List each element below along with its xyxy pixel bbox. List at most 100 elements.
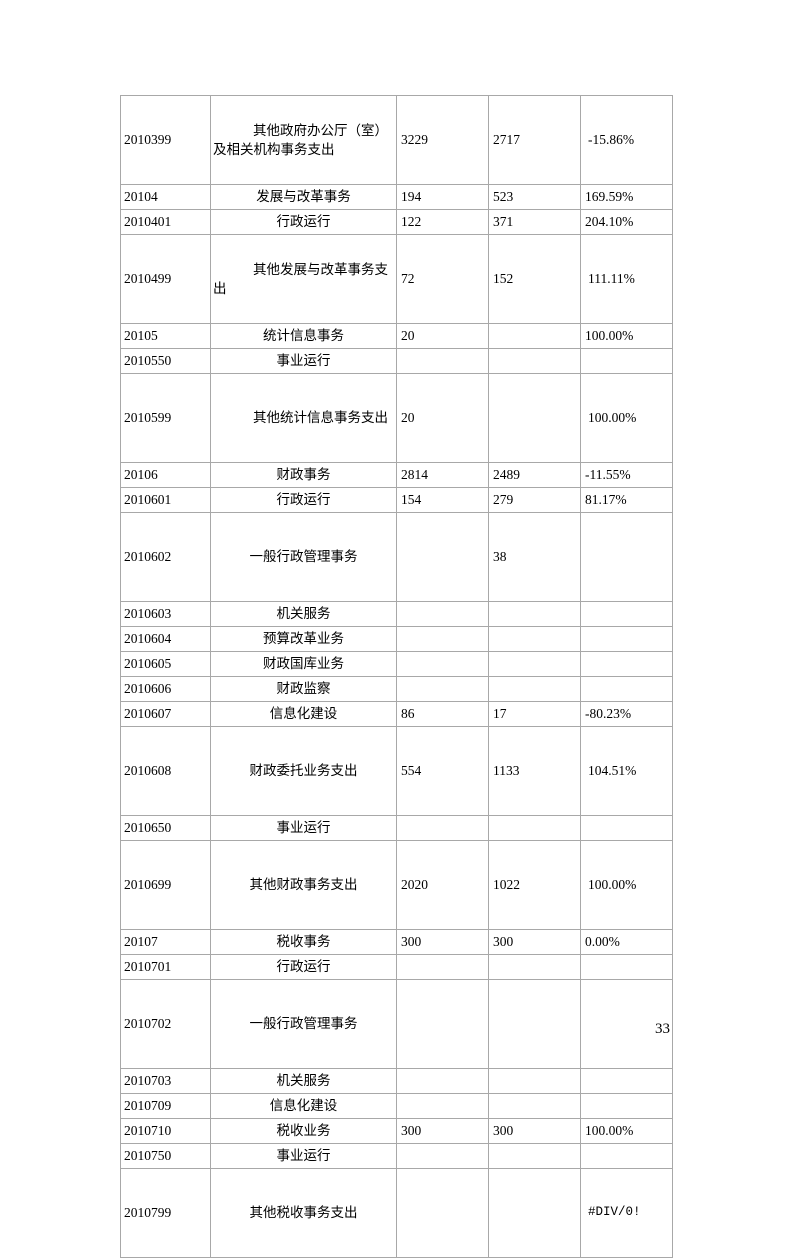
row-code-cell: 2010709: [120, 1093, 211, 1119]
table-row: 2010699 其他财政事务支出 2020 1022 100.00%: [120, 840, 673, 930]
row-percent-change-cell: [580, 1068, 673, 1094]
row-percent-change-cell: [580, 676, 673, 702]
row-name-cell: 机关服务: [210, 1068, 397, 1094]
row-name: 其他政府办公厅（室）及相关机构事务支出: [213, 122, 388, 157]
row-code: 2010702: [124, 1016, 172, 1032]
row-value-prev-cell: 2814: [396, 462, 489, 488]
row-code: 2010710: [124, 1123, 172, 1139]
row-percent-change-cell: [580, 954, 673, 980]
row-value-curr: 2717: [493, 132, 520, 148]
row-code: 2010709: [124, 1098, 172, 1114]
row-percent-change: 104.51%: [588, 763, 637, 779]
table-row: 2010499 其他发展与改革事务支出 72 152 111.11%: [120, 234, 673, 324]
table-row: 2010603 机关服务: [120, 601, 673, 627]
table-row: 20104 发展与改革事务 194 523 169.59%: [120, 184, 673, 210]
row-name-cell: 财政国库业务: [210, 651, 397, 677]
row-name: 机关服务: [276, 1073, 331, 1089]
row-code: 2010604: [124, 631, 172, 647]
row-percent-change: 100.00%: [585, 328, 634, 344]
budget-expenditure-table: 2010399 其他政府办公厅（室）及相关机构事务支出 3229 2717 -15.86…: [120, 95, 673, 1258]
row-code-cell: 20106: [120, 462, 211, 488]
row-value-curr-cell: 300: [488, 929, 581, 955]
row-value-curr: 152: [493, 271, 514, 287]
row-value-curr-cell: 523: [488, 184, 581, 210]
row-percent-change: 204.10%: [585, 214, 634, 230]
row-value-curr-cell: 1022: [488, 840, 581, 930]
row-code: 2010701: [124, 959, 172, 975]
row-percent-change-cell: [580, 348, 673, 374]
row-code-cell: 2010605: [120, 651, 211, 677]
row-name: 财政事务: [276, 467, 331, 483]
row-value-prev-cell: 20: [396, 373, 489, 463]
row-value-prev-cell: [396, 651, 489, 677]
row-code-cell: 2010699: [120, 840, 211, 930]
row-value-curr: 523: [493, 189, 514, 205]
row-name: 税收事务: [276, 934, 331, 950]
row-name-cell: 财政监察: [210, 676, 397, 702]
row-code: 2010601: [124, 492, 172, 508]
row-name: 其他发展与改革事务支出: [213, 261, 388, 296]
row-code: 2010606: [124, 681, 172, 697]
row-value-curr: 279: [493, 492, 514, 508]
row-name: 行政运行: [276, 959, 331, 975]
row-percent-change-cell: 104.51%: [580, 726, 673, 816]
row-percent-change: 169.59%: [585, 189, 634, 205]
row-value-prev-cell: [396, 954, 489, 980]
row-name: 事业运行: [276, 353, 331, 369]
row-value-curr-cell: [488, 626, 581, 652]
table-row: 2010399 其他政府办公厅（室）及相关机构事务支出 3229 2717 -15.86…: [120, 95, 673, 185]
row-name-cell: 行政运行: [210, 487, 397, 513]
row-name-cell: 统计信息事务: [210, 323, 397, 349]
row-code: 2010550: [124, 353, 172, 369]
row-code: 20106: [124, 467, 158, 483]
table-row: 20105 统计信息事务 20 100.00%: [120, 323, 673, 349]
row-code-cell: 2010606: [120, 676, 211, 702]
row-percent-change-cell: [580, 601, 673, 627]
row-name-cell: 行政运行: [210, 954, 397, 980]
row-name: 信息化建设: [269, 1098, 338, 1114]
row-value-curr-cell: [488, 323, 581, 349]
row-name-cell: 其他统计信息事务支出: [210, 373, 397, 463]
row-value-curr-cell: [488, 676, 581, 702]
row-value-prev-cell: 86: [396, 701, 489, 727]
row-value-prev-cell: 154: [396, 487, 489, 513]
row-value-curr-cell: [488, 1168, 581, 1258]
row-name: 一般行政管理事务: [249, 549, 358, 565]
row-value-prev-cell: 300: [396, 1118, 489, 1144]
row-percent-change-cell: 100.00%: [580, 1118, 673, 1144]
row-code-cell: 20104: [120, 184, 211, 210]
row-name-cell: 其他政府办公厅（室）及相关机构事务支出: [210, 95, 397, 185]
table-row: 2010602 一般行政管理事务 38: [120, 512, 673, 602]
row-value-prev: 20: [401, 328, 415, 344]
row-name-cell: 财政委托业务支出: [210, 726, 397, 816]
row-percent-change-cell: 100.00%: [580, 323, 673, 349]
row-value-prev-cell: [396, 676, 489, 702]
row-name-cell: 预算改革业务: [210, 626, 397, 652]
row-value-prev: 86: [401, 706, 415, 722]
row-code-cell: 2010550: [120, 348, 211, 374]
row-value-prev-cell: [396, 1068, 489, 1094]
row-code: 20107: [124, 934, 158, 950]
row-value-prev-cell: [396, 348, 489, 374]
row-name-cell: 其他财政事务支出: [210, 840, 397, 930]
row-value-prev: 154: [401, 492, 422, 508]
row-code-cell: 2010399: [120, 95, 211, 185]
table-row: 2010606 财政监察: [120, 676, 673, 702]
row-value-prev-cell: 122: [396, 209, 489, 235]
row-code-cell: 2010608: [120, 726, 211, 816]
row-value-prev: 194: [401, 189, 422, 205]
row-name-cell: 发展与改革事务: [210, 184, 397, 210]
row-value-curr: 371: [493, 214, 514, 230]
row-name-cell: 一般行政管理事务: [210, 979, 397, 1069]
row-name-cell: 信息化建设: [210, 701, 397, 727]
row-value-prev-cell: 300: [396, 929, 489, 955]
row-value-prev: 300: [401, 1123, 422, 1139]
row-value-curr-cell: [488, 651, 581, 677]
row-code-cell: 2010702: [120, 979, 211, 1069]
row-value-curr-cell: 38: [488, 512, 581, 602]
row-value-curr-cell: 2489: [488, 462, 581, 488]
row-value-curr-cell: [488, 979, 581, 1069]
row-code: 2010602: [124, 549, 172, 565]
row-percent-change-cell: [580, 512, 673, 602]
table-row: 2010550 事业运行: [120, 348, 673, 374]
